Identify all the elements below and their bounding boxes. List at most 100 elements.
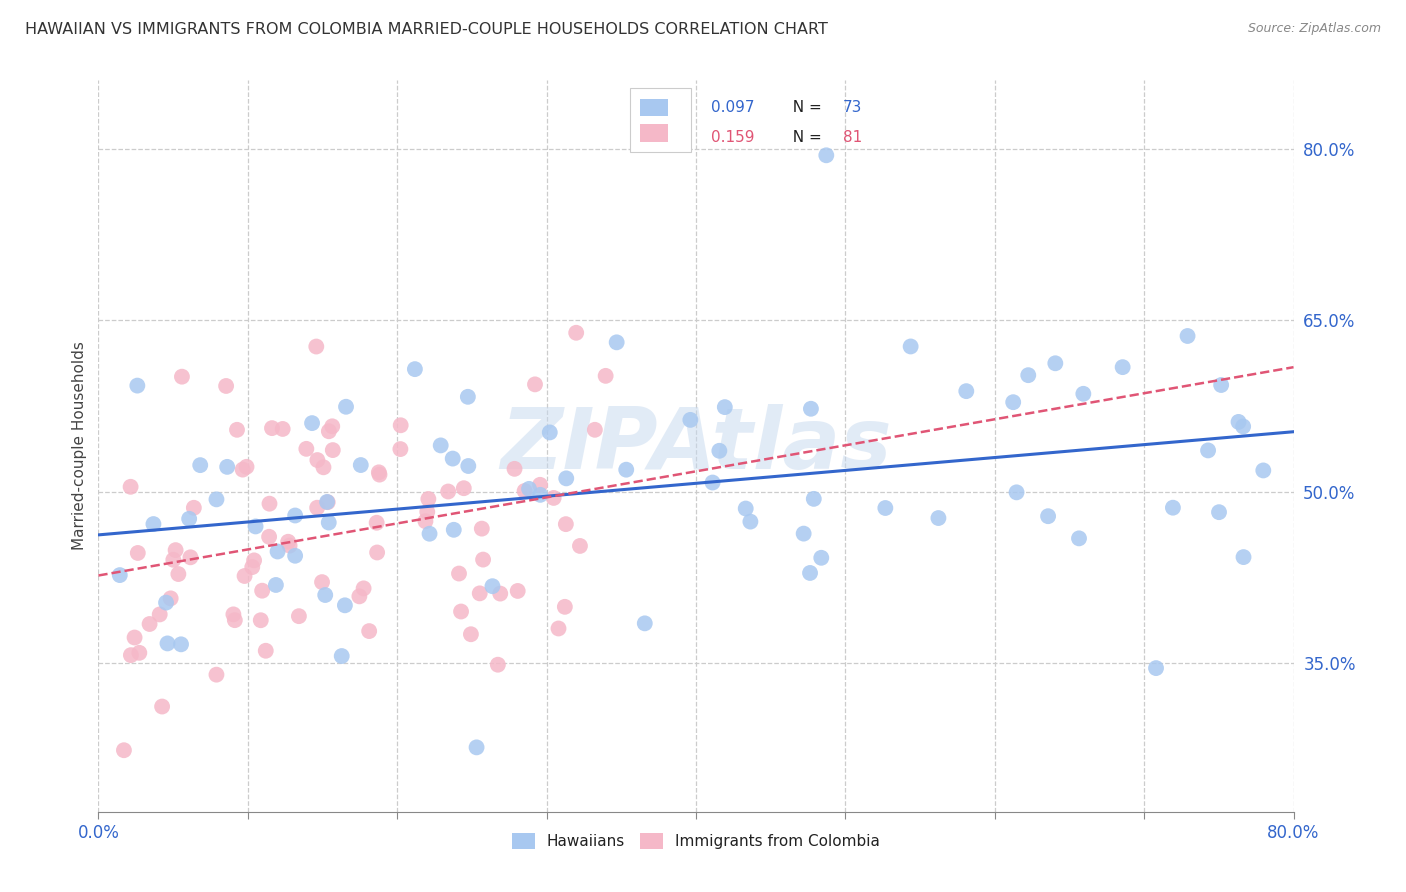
Y-axis label: Married-couple Households: Married-couple Households bbox=[72, 342, 87, 550]
Point bbox=[156, 636, 179, 650]
Point bbox=[314, 588, 336, 602]
Point bbox=[875, 501, 897, 516]
Point bbox=[179, 512, 201, 526]
Point bbox=[1232, 419, 1254, 434]
Point bbox=[404, 362, 426, 376]
Point bbox=[301, 416, 323, 430]
Point bbox=[138, 617, 160, 632]
Point bbox=[1002, 395, 1025, 409]
Point bbox=[565, 326, 588, 340]
Point bbox=[205, 492, 228, 507]
Point bbox=[222, 607, 245, 622]
Point bbox=[353, 582, 375, 596]
Point bbox=[529, 488, 551, 502]
Point bbox=[734, 501, 756, 516]
Point bbox=[112, 743, 135, 757]
Point bbox=[415, 514, 437, 528]
Point bbox=[311, 575, 333, 590]
Text: R =: R = bbox=[645, 130, 679, 145]
Point bbox=[1073, 386, 1095, 401]
Point bbox=[1211, 378, 1233, 392]
Point bbox=[443, 523, 465, 537]
Point bbox=[1161, 500, 1184, 515]
Point bbox=[108, 568, 131, 582]
Text: HAWAIIAN VS IMMIGRANTS FROM COLOMBIA MARRIED-COUPLE HOUSEHOLDS CORRELATION CHART: HAWAIIAN VS IMMIGRANTS FROM COLOMBIA MAR… bbox=[25, 22, 828, 37]
Point bbox=[165, 543, 187, 558]
Point bbox=[312, 460, 335, 475]
Point bbox=[1208, 505, 1230, 519]
Point bbox=[1232, 550, 1254, 565]
Point bbox=[517, 482, 540, 496]
Point bbox=[179, 550, 201, 565]
Point bbox=[927, 511, 949, 525]
Point bbox=[554, 599, 576, 614]
Point bbox=[634, 616, 657, 631]
Point bbox=[149, 607, 172, 622]
Point bbox=[243, 553, 266, 567]
Point bbox=[568, 539, 591, 553]
Text: 0.097: 0.097 bbox=[711, 100, 755, 115]
Text: N =: N = bbox=[783, 100, 827, 115]
Point bbox=[506, 583, 529, 598]
Point bbox=[226, 423, 249, 437]
Point bbox=[1144, 661, 1167, 675]
Point bbox=[793, 526, 815, 541]
Point bbox=[538, 425, 561, 440]
Point bbox=[1197, 443, 1219, 458]
Text: R =: R = bbox=[645, 100, 679, 115]
Point bbox=[389, 418, 412, 433]
Point bbox=[316, 495, 339, 509]
Point bbox=[810, 550, 832, 565]
Point bbox=[471, 522, 494, 536]
Point bbox=[441, 451, 464, 466]
Point bbox=[260, 421, 283, 435]
Point bbox=[450, 605, 472, 619]
Point bbox=[333, 599, 356, 613]
Point bbox=[318, 516, 340, 530]
Point bbox=[330, 648, 353, 663]
Point bbox=[606, 335, 628, 350]
Point bbox=[245, 519, 267, 533]
Point bbox=[240, 560, 263, 574]
Point bbox=[1036, 509, 1059, 524]
Text: 73: 73 bbox=[842, 100, 862, 115]
Point bbox=[453, 481, 475, 495]
Point bbox=[271, 422, 294, 436]
Point bbox=[614, 463, 637, 477]
Point bbox=[447, 566, 470, 581]
Point bbox=[307, 453, 329, 467]
Point bbox=[429, 438, 451, 452]
Point bbox=[367, 466, 389, 480]
Point bbox=[217, 459, 239, 474]
Point bbox=[305, 339, 328, 353]
Point bbox=[120, 648, 142, 662]
Point bbox=[740, 515, 762, 529]
Point bbox=[162, 553, 184, 567]
Point bbox=[472, 552, 495, 566]
Point bbox=[322, 443, 344, 458]
Point bbox=[235, 459, 257, 474]
Point bbox=[437, 484, 460, 499]
Point bbox=[900, 339, 922, 353]
Point bbox=[457, 458, 479, 473]
Point bbox=[1017, 368, 1039, 383]
Point bbox=[224, 613, 246, 627]
Point bbox=[709, 443, 731, 458]
Point bbox=[318, 424, 340, 438]
Point bbox=[349, 590, 371, 604]
Point bbox=[288, 609, 311, 624]
Point bbox=[128, 646, 150, 660]
Point bbox=[120, 480, 142, 494]
Point bbox=[254, 644, 277, 658]
Point bbox=[205, 667, 228, 681]
Point bbox=[259, 497, 281, 511]
Point bbox=[555, 471, 578, 485]
Point bbox=[1111, 360, 1133, 375]
Point bbox=[159, 591, 181, 606]
Point bbox=[188, 458, 211, 472]
Point bbox=[468, 586, 491, 600]
Point bbox=[489, 586, 512, 600]
Point bbox=[554, 517, 576, 532]
Point bbox=[215, 379, 238, 393]
Point bbox=[170, 369, 193, 384]
